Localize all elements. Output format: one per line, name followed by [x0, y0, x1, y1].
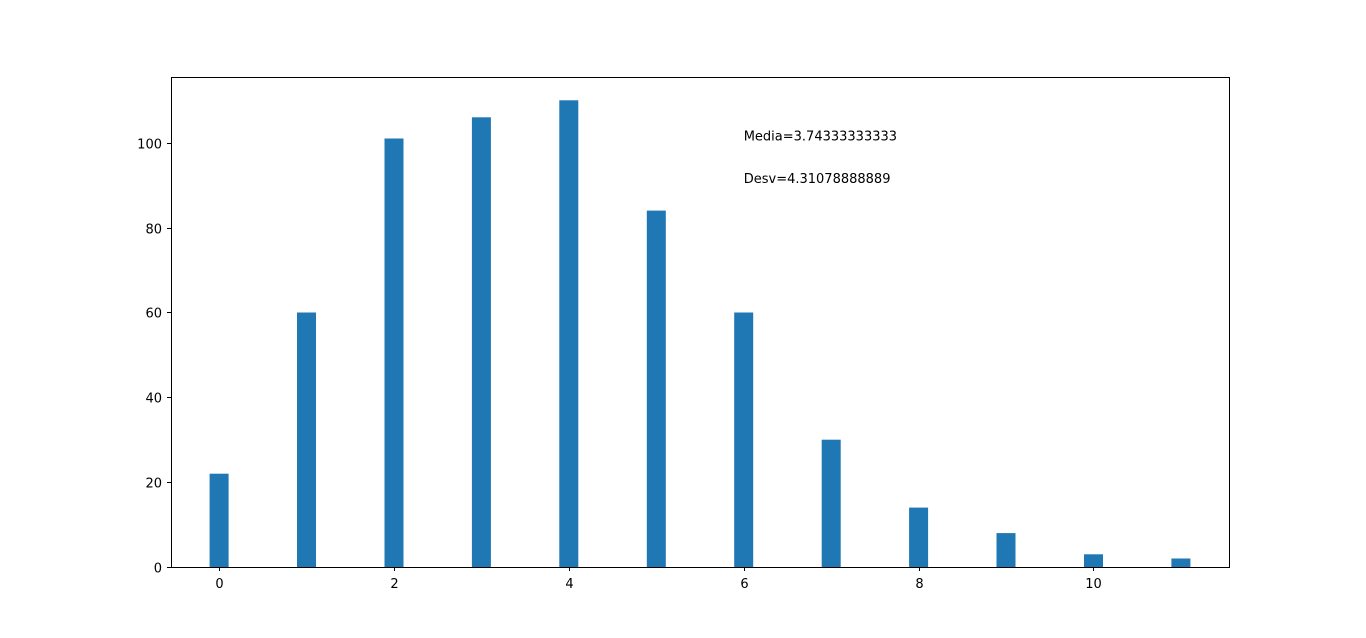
- y-tick-label: 80: [145, 223, 162, 238]
- x-tick-label: 8: [915, 577, 923, 592]
- annotation-media: Media=3.74333333333: [744, 130, 897, 145]
- bar-1: [297, 312, 316, 567]
- bar-6: [734, 312, 754, 567]
- y-tick-label: 60: [145, 307, 162, 322]
- bar-5: [646, 210, 666, 567]
- y-tick-label: 40: [145, 392, 162, 407]
- x-axis: 0 2 4 6 8 10: [215, 567, 1102, 592]
- bar-7: [821, 439, 841, 567]
- bars-group: [209, 100, 1191, 568]
- bar-3: [471, 117, 491, 568]
- x-tick-label: 6: [740, 577, 748, 592]
- annotation-desv: Desv=4.31078888889: [744, 172, 891, 187]
- x-tick-label: 4: [565, 577, 573, 592]
- x-tick-label: 2: [390, 577, 398, 592]
- y-tick-label: 0: [154, 562, 162, 577]
- bar-0: [209, 473, 229, 567]
- x-tick-label: 0: [215, 577, 223, 592]
- y-axis: 0 20 40 60 80 100: [137, 138, 171, 577]
- bar-10: [1084, 554, 1103, 567]
- plot-frame: [171, 77, 1230, 568]
- y-tick-label: 20: [145, 477, 162, 492]
- bar-2: [384, 138, 404, 567]
- bar-11: [1171, 558, 1191, 567]
- y-tick-label: 100: [137, 138, 162, 153]
- bar-8: [909, 507, 929, 567]
- x-tick-label: 10: [1085, 577, 1102, 592]
- bar-4: [559, 100, 579, 568]
- bar-9: [996, 533, 1016, 567]
- annotations-group: Media=3.74333333333 Desv=4.31078888889: [744, 130, 897, 187]
